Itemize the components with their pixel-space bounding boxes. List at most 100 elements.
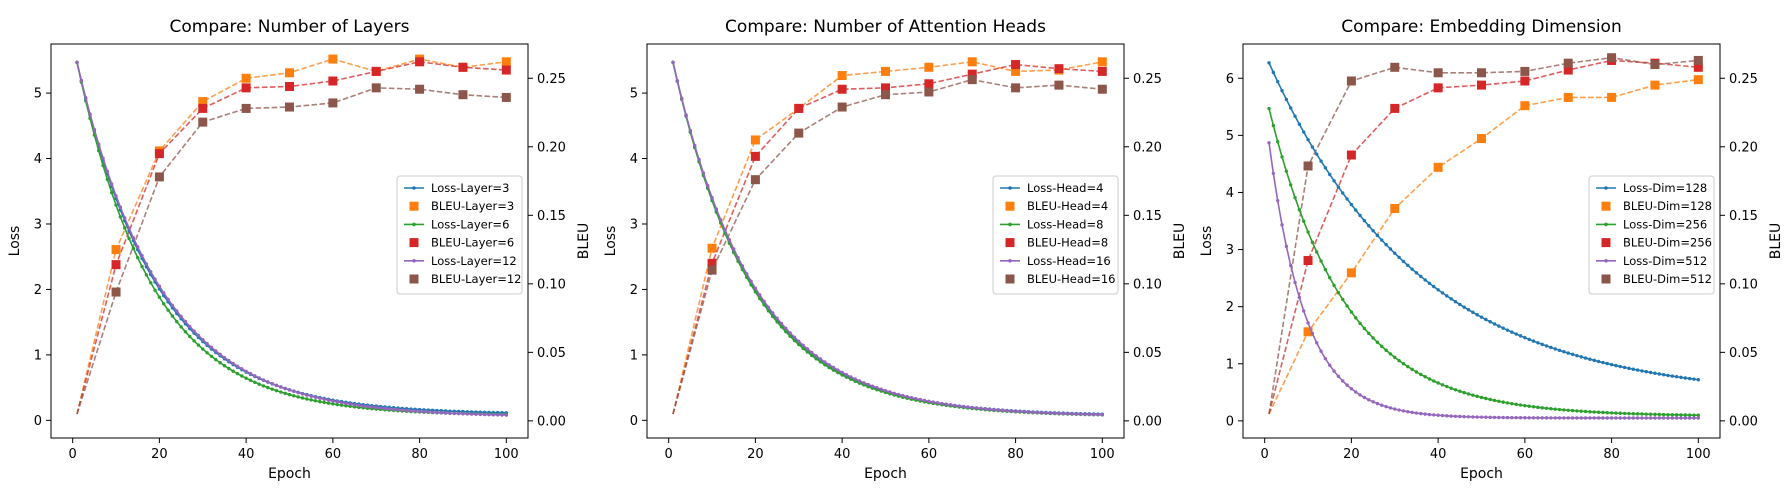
loss-marker (844, 373, 849, 377)
loss-marker (183, 319, 188, 324)
loss-marker (957, 404, 961, 408)
loss-marker (797, 339, 801, 344)
bleu-marker (1477, 134, 1486, 144)
bleu-marker (1097, 57, 1107, 67)
loss-marker (1570, 352, 1575, 357)
loss-marker (296, 395, 300, 399)
y-right-tick-label: 0.00 (1133, 414, 1162, 429)
loss-marker (240, 367, 244, 371)
loss-marker (318, 399, 322, 404)
bleu-marker (924, 79, 934, 89)
legend-item: BLEU-Head=4 (1005, 199, 1108, 213)
loss-marker (274, 388, 279, 393)
loss-series-1 (1267, 61, 1701, 382)
loss-marker (1310, 331, 1315, 336)
loss-marker (123, 226, 127, 230)
loss-marker (439, 411, 443, 415)
loss-marker (1453, 388, 1458, 392)
loss-marker (1466, 415, 1471, 419)
loss-marker (127, 236, 131, 241)
loss-marker (1505, 415, 1510, 420)
loss-marker (1070, 412, 1074, 416)
loss-marker (1323, 267, 1328, 272)
loss-marker (1518, 403, 1523, 407)
legend-dot-swatch (1008, 259, 1012, 263)
legend-item: Loss-Dim=128 (1596, 181, 1707, 195)
loss-marker (1484, 396, 1488, 401)
loss-marker (888, 390, 892, 394)
loss-marker (1345, 383, 1349, 387)
loss-marker (1367, 331, 1371, 336)
loss-marker (235, 364, 240, 368)
loss-marker (1635, 412, 1640, 416)
loss-line (1268, 108, 1699, 417)
loss-marker (827, 363, 831, 367)
loss-marker (101, 156, 105, 160)
loss-marker (1315, 341, 1319, 345)
loss-marker (188, 324, 192, 329)
loss-marker (201, 337, 205, 342)
chart-panel-1: Compare: Number of Layers 0 20 40 60 80 100 0 1 2… (7, 17, 592, 482)
loss-marker (110, 190, 114, 195)
loss-marker (1575, 409, 1579, 413)
loss-marker (1393, 355, 1397, 360)
y-left-tick-label: 3 (1226, 243, 1234, 258)
loss-marker (1371, 400, 1375, 404)
legend-dot-swatch (1604, 186, 1608, 190)
loss-marker (1013, 409, 1018, 413)
x-tick-label: 60 (1517, 447, 1534, 462)
loss-marker (818, 357, 823, 361)
loss-marker (253, 374, 257, 378)
loss-marker (1336, 185, 1341, 189)
bleu-marker (111, 260, 121, 270)
legend-label: BLEU-Layer=12 (431, 272, 521, 286)
loss-marker (1275, 79, 1280, 84)
loss-marker (1332, 179, 1336, 183)
loss-marker (179, 314, 183, 319)
loss-marker (1479, 415, 1484, 419)
loss-marker (1588, 410, 1592, 414)
loss-marker (979, 406, 983, 411)
loss-marker (766, 305, 771, 309)
loss-marker (448, 411, 452, 415)
loss-marker (918, 397, 922, 402)
bleu-marker (881, 66, 890, 76)
bleu-marker (750, 135, 760, 145)
loss-marker (422, 410, 426, 414)
loss-marker (862, 381, 866, 385)
loss-marker (1531, 405, 1536, 409)
loss-marker (961, 404, 966, 409)
loss-marker (1661, 373, 1666, 377)
bleu-marker (794, 128, 804, 138)
loss-marker (1527, 404, 1531, 408)
x-tick-label: 0 (69, 447, 77, 462)
loss-marker (1640, 412, 1644, 416)
loss-marker (1471, 393, 1475, 397)
loss-marker (1462, 305, 1466, 309)
loss-marker (1388, 247, 1393, 251)
loss-marker (1328, 276, 1332, 280)
loss-marker (1388, 406, 1393, 410)
legend-dot-swatch (412, 186, 416, 190)
y-left-tick-label: 0 (1226, 414, 1234, 429)
x-tick-label: 20 (151, 447, 168, 462)
chart-title: Compare: Number of Attention Heads (725, 17, 1046, 37)
loss-marker (1622, 365, 1627, 370)
loss-marker (931, 400, 935, 404)
loss-marker (235, 371, 240, 376)
loss-marker (1284, 244, 1289, 249)
bleu-marker (371, 83, 381, 93)
loss-line (672, 62, 1103, 416)
loss-marker (1397, 255, 1401, 260)
loss-marker (318, 396, 322, 400)
loss-marker (905, 395, 909, 399)
loss-marker (697, 157, 701, 162)
loss-marker (1492, 415, 1497, 420)
loss-marker (1527, 337, 1531, 342)
loss-marker (1345, 304, 1349, 308)
y-right-tick-label: 0.20 (537, 140, 566, 155)
loss-marker (1583, 409, 1588, 414)
loss-marker (1527, 416, 1531, 420)
bleu-marker (1303, 161, 1313, 171)
loss-marker (1449, 297, 1453, 301)
